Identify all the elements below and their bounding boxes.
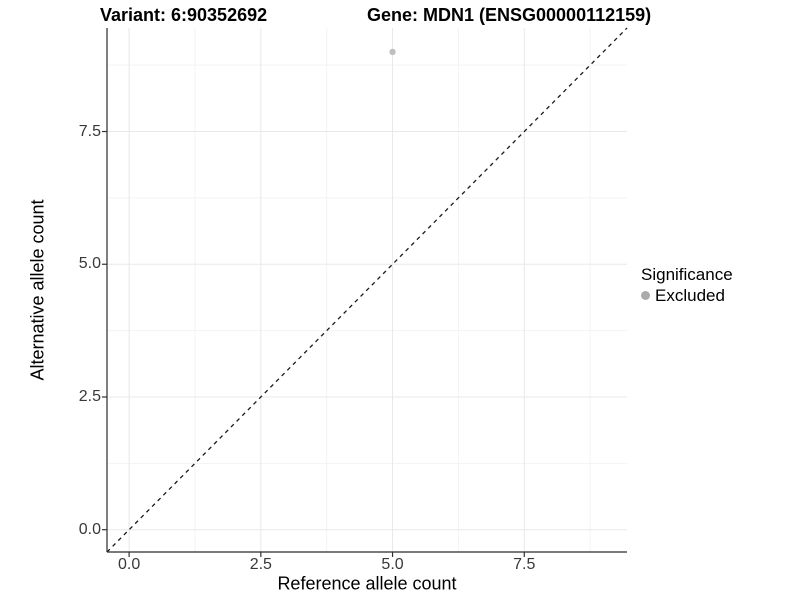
- y-tick-label: 0.0: [78, 520, 101, 538]
- x-tick-label: 7.5: [513, 556, 536, 573]
- x-tick-label: 5.0: [381, 556, 404, 573]
- legend-title: Significance: [641, 265, 733, 284]
- x-tick-label: 0.0: [118, 556, 141, 573]
- legend: Significance Excluded: [641, 264, 733, 306]
- y-tick-label: 7.5: [78, 122, 101, 140]
- legend-item-excluded: Excluded: [641, 285, 733, 306]
- data-point: [389, 48, 396, 56]
- legend-dot-icon: [641, 291, 650, 300]
- gene-title: Gene: MDN1 (ENSG00000112159): [367, 5, 652, 25]
- x-tick-label: 2.5: [249, 556, 272, 573]
- legend-item-label: Excluded: [655, 286, 725, 305]
- variant-title: Variant: 6:90352692: [100, 5, 268, 25]
- identity-dashed-line: [106, 27, 628, 553]
- y-tick-label: 2.5: [78, 387, 101, 405]
- y-tick-label: 5.0: [78, 255, 101, 273]
- x-axis-title: Reference allele count: [277, 573, 457, 594]
